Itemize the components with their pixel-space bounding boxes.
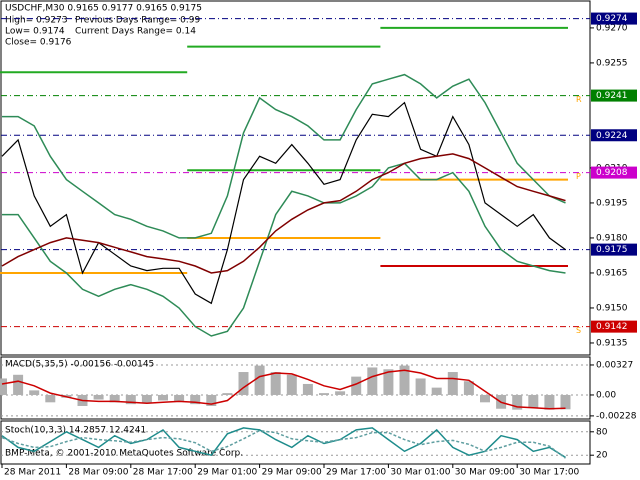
level-label: 0.9142 — [596, 322, 628, 332]
x-tick-label: 28 Mar 17:00 — [133, 468, 193, 478]
histogram-bar — [109, 394, 120, 403]
y-tick-label: 0.9255 — [596, 58, 628, 68]
histogram-bar — [158, 394, 168, 401]
histogram-bar — [286, 374, 297, 395]
histogram-bar — [335, 391, 346, 395]
level-label: 0.9175 — [596, 245, 628, 255]
level-box — [591, 89, 637, 102]
level-name: R — [576, 95, 582, 104]
y-tick-label: 0.9195 — [596, 198, 628, 208]
indicator-title: MACD(5,35,5) -0.00156 -0.00145 — [5, 360, 154, 370]
histogram-bar — [463, 381, 474, 395]
histogram-bar — [447, 372, 458, 395]
series-line — [2, 162, 566, 337]
histogram-bar — [383, 369, 394, 395]
annotation: Close= 0.9176 — [5, 38, 72, 48]
histogram-bar — [319, 393, 329, 395]
series-line — [1, 427, 566, 459]
level-label: 0.9208 — [596, 168, 628, 178]
annotation: Current Days Range= 0.14 — [75, 27, 196, 37]
x-tick-label: 29 Mar 17:00 — [326, 468, 386, 478]
histogram-bar — [238, 372, 249, 395]
histogram-bar — [302, 383, 313, 395]
y-tick-label: 0.00327 — [596, 360, 633, 370]
level-label: 0.9224 — [596, 131, 628, 141]
histogram-bar — [93, 394, 104, 400]
histogram-bar — [367, 367, 378, 395]
stoch-panel — [0, 420, 591, 465]
level-box — [591, 166, 637, 179]
y-tick-label: 0.9165 — [596, 268, 628, 278]
histogram-bar — [45, 394, 56, 403]
histogram-bar — [480, 394, 490, 403]
level-label: 0.9274 — [596, 14, 628, 24]
histogram-bar — [544, 394, 555, 410]
chart-title: USDCHF,M30 0.9165 0.9177 0.9165 0.9175 — [5, 4, 202, 14]
series-line — [1, 369, 566, 410]
histogram-bar — [399, 365, 410, 395]
histogram-bar — [29, 390, 40, 395]
y-tick-label: 0.9135 — [596, 338, 628, 348]
x-tick-label: 28 Mar 2011 — [4, 468, 61, 478]
x-tick-label: 29 Mar 09:00 — [262, 468, 322, 478]
series-line — [1, 101, 566, 305]
histogram-bar — [174, 394, 185, 402]
histogram-bar — [254, 365, 265, 395]
series-line — [2, 73, 566, 239]
x-tick-label: 30 Mar 17:00 — [519, 468, 579, 478]
level-name: P — [576, 172, 581, 181]
histogram-bar — [206, 394, 217, 406]
histogram-bar — [512, 394, 523, 410]
histogram-bar — [190, 394, 201, 405]
histogram-bar — [528, 394, 539, 408]
x-tick-label: 30 Mar 09:00 — [455, 468, 515, 478]
price-panel — [0, 0, 591, 356]
y-tick-label: 80 — [596, 427, 608, 437]
histogram-bar — [270, 372, 281, 395]
histogram-bar — [560, 394, 571, 410]
y-tick-label: 20 — [596, 451, 608, 461]
series-line — [1, 153, 566, 274]
histogram-bar — [431, 387, 442, 395]
x-tick-label: 30 Mar 01:00 — [390, 468, 450, 478]
level-name: S — [576, 326, 581, 335]
histogram-bar — [0, 378, 7, 395]
level-box — [591, 320, 637, 333]
y-tick-label: 0.00 — [596, 390, 616, 400]
level-box — [591, 129, 637, 142]
x-tick-label: 28 Mar 09:00 — [68, 468, 128, 478]
annotation: High= 0.9273 — [5, 16, 68, 26]
histogram-bar — [141, 394, 152, 404]
annotation: Low= 0.9174 — [5, 27, 65, 37]
indicator-title: Stoch(10,3,3) 14.2857 12.4241 — [5, 426, 146, 436]
y-tick-label: 0.9180 — [596, 233, 628, 243]
y-tick-label: -0.00228 — [596, 411, 637, 421]
histogram-bar — [222, 393, 233, 395]
histogram-bar — [125, 394, 136, 405]
x-tick-label: 29 Mar 01:00 — [197, 468, 257, 478]
series-line — [1, 429, 566, 459]
annotation: Previous Days Range= 0.99 — [75, 16, 200, 26]
histogram-bar — [415, 378, 426, 395]
level-box — [591, 243, 637, 256]
y-tick-label: 0.9270 — [596, 23, 628, 33]
footer: BMP-Meta, © 2001-2010 MetaQuotes Softwar… — [5, 449, 243, 459]
level-label: 0.9241 — [596, 91, 628, 101]
y-tick-label: 0.9150 — [596, 303, 628, 313]
level-box — [591, 12, 637, 25]
histogram-bar — [351, 376, 362, 395]
histogram-bar — [13, 374, 24, 395]
